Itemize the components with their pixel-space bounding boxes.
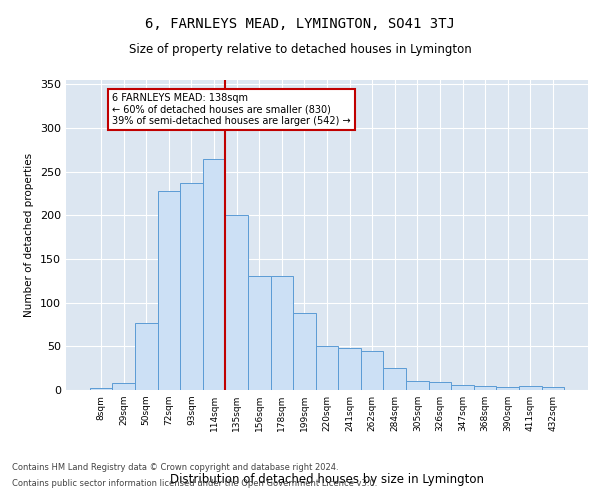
Bar [248, 276, 271, 390]
Text: 6, FARNLEYS MEAD, LYMINGTON, SO41 3TJ: 6, FARNLEYS MEAD, LYMINGTON, SO41 3TJ [145, 18, 455, 32]
Bar [542, 388, 564, 390]
Bar [271, 276, 293, 390]
Bar [90, 388, 112, 390]
Bar [158, 191, 180, 390]
Bar [226, 216, 248, 390]
Bar [383, 368, 406, 390]
Bar [293, 313, 316, 390]
Bar [203, 158, 226, 390]
Text: Size of property relative to detached houses in Lymington: Size of property relative to detached ho… [128, 42, 472, 56]
Bar [451, 385, 474, 390]
Text: Contains public sector information licensed under the Open Government Licence v3: Contains public sector information licen… [12, 478, 377, 488]
Bar [180, 183, 203, 390]
Bar [519, 386, 542, 390]
Bar [112, 383, 135, 390]
Bar [135, 323, 158, 390]
Text: 6 FARNLEYS MEAD: 138sqm
← 60% of detached houses are smaller (830)
39% of semi-d: 6 FARNLEYS MEAD: 138sqm ← 60% of detache… [112, 93, 351, 126]
Bar [474, 386, 496, 390]
Bar [428, 382, 451, 390]
Bar [406, 382, 428, 390]
Text: Contains HM Land Registry data © Crown copyright and database right 2024.: Contains HM Land Registry data © Crown c… [12, 464, 338, 472]
Y-axis label: Number of detached properties: Number of detached properties [25, 153, 34, 317]
Bar [496, 386, 519, 390]
Bar [361, 350, 383, 390]
Bar [338, 348, 361, 390]
Bar [316, 346, 338, 390]
X-axis label: Distribution of detached houses by size in Lymington: Distribution of detached houses by size … [170, 473, 484, 486]
